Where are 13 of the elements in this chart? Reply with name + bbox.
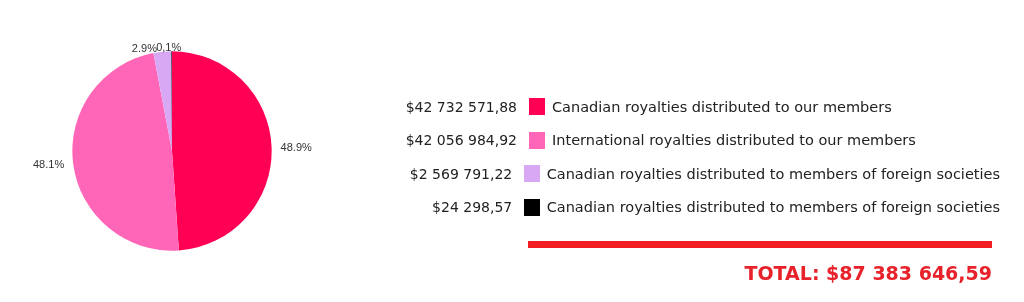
data-label: 48.9% [280, 141, 313, 154]
data-label: 2.9% [131, 41, 158, 54]
text: TOTAL: $87 383 646,59 [744, 262, 992, 284]
text: $2 569 791,22 [408, 165, 513, 182]
text: $42 732 571,88 [404, 98, 517, 115]
legend-label: International royalties distributed to our members [552, 132, 916, 149]
legend-label: Canadian royalties distributed to members of foreign societies [546, 199, 1000, 216]
legend-label: Canadian royalties distributed to our members [552, 98, 892, 115]
legend-label: Canadian royalties distributed to members of foreign societies [546, 165, 1000, 182]
text: $24 298,57 [431, 199, 513, 216]
text: $42 056 984,92 [404, 132, 517, 149]
data-label: 48.1% [33, 158, 65, 171]
data-label: 0,1% [156, 41, 182, 54]
